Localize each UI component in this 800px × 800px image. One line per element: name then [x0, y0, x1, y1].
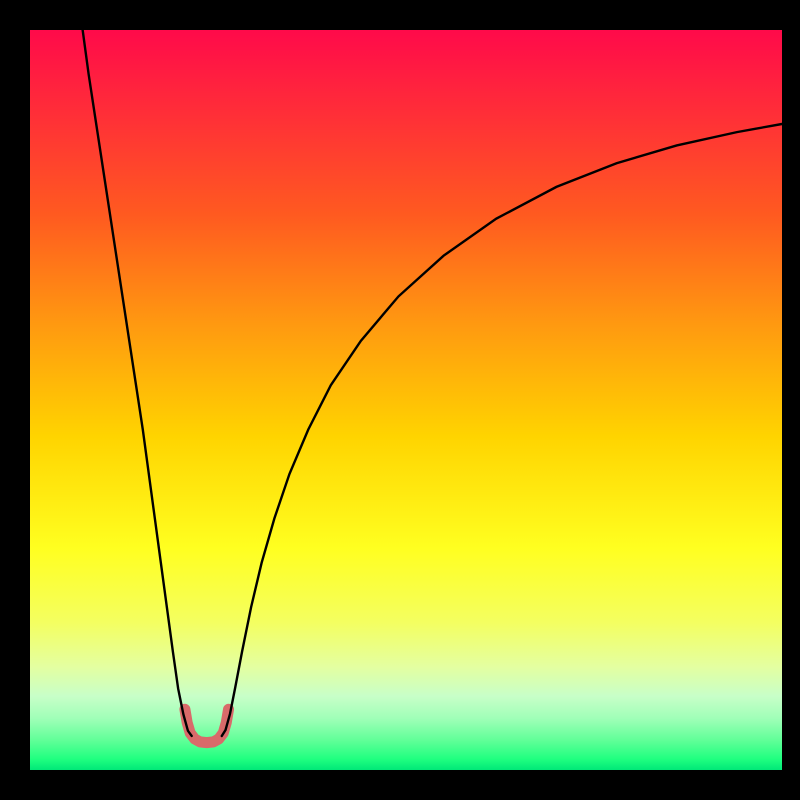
border-bottom [0, 770, 800, 800]
border-left [0, 0, 30, 800]
border-top [0, 0, 800, 30]
plot-area [30, 30, 782, 770]
heat-gradient [30, 30, 782, 770]
chart-stage: TheBottleneck.com [0, 0, 800, 800]
border-right [782, 0, 800, 800]
